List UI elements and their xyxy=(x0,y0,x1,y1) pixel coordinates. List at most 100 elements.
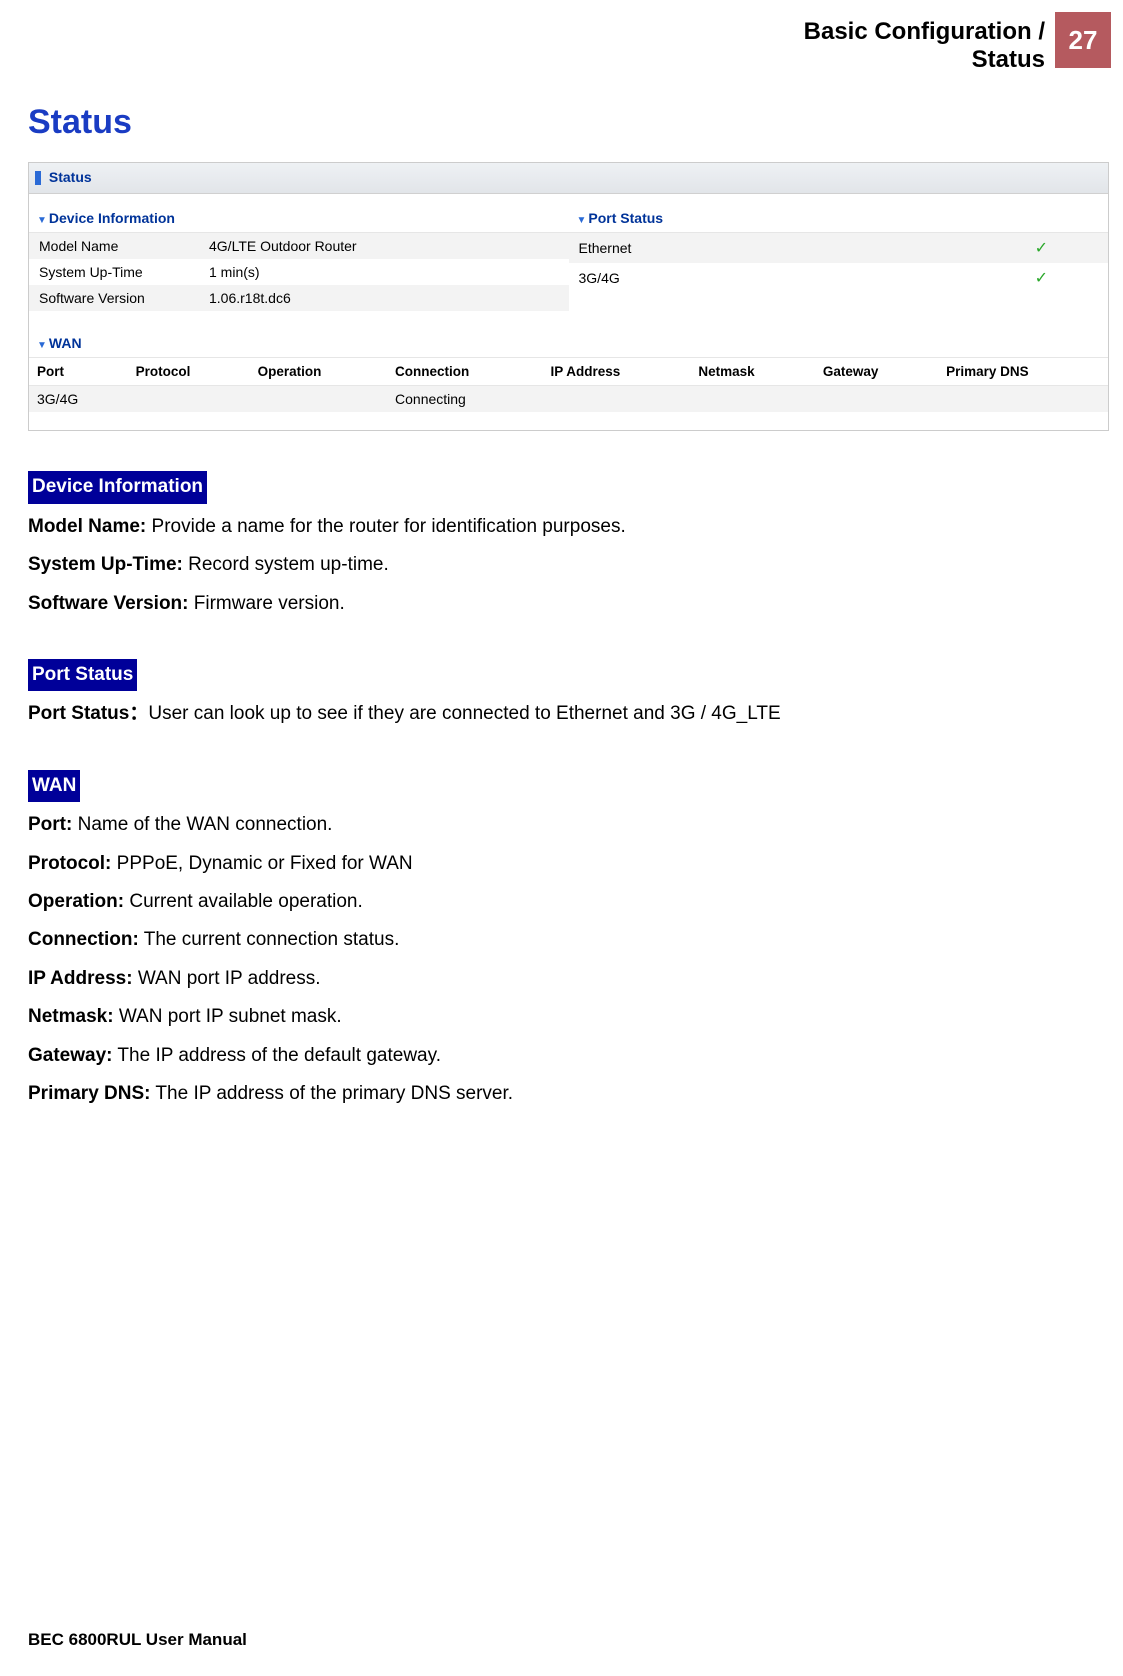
field-name: Connection: xyxy=(28,929,139,950)
field-desc: Name of the WAN connection. xyxy=(72,814,332,835)
check-icon: ✓ xyxy=(1035,240,1048,257)
field-line: IP Address: WAN port IP address. xyxy=(28,964,1091,994)
field-name: Software Version: xyxy=(28,593,189,614)
field-line: Protocol: PPPoE, Dynamic or Fixed for WA… xyxy=(28,849,1091,879)
col-gateway: Gateway xyxy=(815,358,938,386)
device-info-panel: ▼Device Information Model Name 4G/LTE Ou… xyxy=(29,204,569,311)
footer-text: BEC 6800RUL User Manual xyxy=(28,1630,247,1650)
table-row: 3G/4G ✓ xyxy=(569,263,1109,293)
kv-label: Model Name xyxy=(29,233,199,259)
col-protocol: Protocol xyxy=(128,358,250,386)
section-label-wan: WAN xyxy=(28,770,80,802)
port-label: 3G/4G xyxy=(569,263,821,293)
device-info-header[interactable]: ▼Device Information xyxy=(29,204,569,233)
field-name: Netmask: xyxy=(28,1006,114,1027)
wan-connection: Connecting xyxy=(387,386,543,413)
field-desc: Record system up-time. xyxy=(183,554,389,575)
caret-down-icon: ▼ xyxy=(37,340,47,351)
table-row: 3G/4G Connecting xyxy=(29,386,1108,413)
table-row: Ethernet ✓ xyxy=(569,233,1109,263)
port-status-panel: ▼Port Status Ethernet ✓ 3G/4G ✓ xyxy=(569,204,1109,311)
section-label-device-info: Device Information xyxy=(28,471,207,503)
field-name: IP Address: xyxy=(28,968,133,989)
field-line: Port: Name of the WAN connection. xyxy=(28,810,1091,840)
wan-title: WAN xyxy=(49,335,82,351)
table-row: System Up-Time 1 min(s) xyxy=(29,259,569,285)
field-name: Primary DNS: xyxy=(28,1083,151,1104)
wan-port: 3G/4G xyxy=(29,386,128,413)
table-row: Model Name 4G/LTE Outdoor Router xyxy=(29,233,569,259)
section-label-port-status: Port Status xyxy=(28,659,137,691)
status-panel-title: Status xyxy=(49,169,92,185)
col-operation: Operation xyxy=(250,358,387,386)
col-ip: IP Address xyxy=(543,358,691,386)
field-desc: The IP address of the default gateway. xyxy=(112,1045,441,1066)
blue-accent-bar xyxy=(35,171,41,185)
field-name: Gateway: xyxy=(28,1045,112,1066)
field-line: Primary DNS: The IP address of the prima… xyxy=(28,1079,1091,1109)
caret-down-icon: ▼ xyxy=(577,215,587,226)
caret-down-icon: ▼ xyxy=(37,215,47,226)
field-desc: PPPoE, Dynamic or Fixed for WAN xyxy=(111,853,412,874)
field-line: Operation: Current available operation. xyxy=(28,887,1091,917)
port-status-header[interactable]: ▼Port Status xyxy=(569,204,1109,233)
port-status-cell: ✓ xyxy=(820,233,1108,263)
field-name: Model Name: xyxy=(28,516,146,537)
field-desc: Provide a name for the router for identi… xyxy=(146,516,625,537)
field-name: System Up-Time: xyxy=(28,554,183,575)
field-line: Port Status：User can look up to see if t… xyxy=(28,699,1091,729)
wan-gateway xyxy=(815,386,938,413)
port-status-cell: ✓ xyxy=(820,263,1108,293)
col-port: Port xyxy=(29,358,128,386)
field-desc: WAN port IP subnet mask. xyxy=(114,1006,342,1027)
field-line: Model Name: Provide a name for the route… xyxy=(28,512,1091,542)
field-name: Port: xyxy=(28,814,72,835)
page-header: Basic Configuration / Status 27 xyxy=(0,0,1123,73)
wan-netmask xyxy=(690,386,815,413)
kv-label: System Up-Time xyxy=(29,259,199,285)
field-line: Gateway: The IP address of the default g… xyxy=(28,1041,1091,1071)
field-line: Connection: The current connection statu… xyxy=(28,925,1091,955)
content-body: Device Information Model Name: Provide a… xyxy=(0,461,1123,1109)
table-header-row: Port Protocol Operation Connection IP Ad… xyxy=(29,358,1108,386)
breadcrumb-line2: Status xyxy=(972,46,1045,73)
field-desc: Current available operation. xyxy=(124,891,363,912)
breadcrumb: Basic Configuration / Status xyxy=(804,12,1055,73)
kv-label: Software Version xyxy=(29,285,199,311)
port-status-title: Port Status xyxy=(588,210,663,226)
field-line: Netmask: WAN port IP subnet mask. xyxy=(28,1002,1091,1032)
device-info-title: Device Information xyxy=(49,210,175,226)
field-desc: WAN port IP address. xyxy=(133,968,321,989)
field-desc: The IP address of the primary DNS server… xyxy=(151,1083,514,1104)
wan-panel: ▼WAN Port Protocol Operation Connection … xyxy=(29,329,1108,430)
wan-protocol xyxy=(128,386,250,413)
field-name: Port Status： xyxy=(28,703,148,724)
wan-table: Port Protocol Operation Connection IP Ad… xyxy=(29,358,1108,412)
page-title: Status xyxy=(28,103,1123,142)
kv-value: 1 min(s) xyxy=(199,259,569,285)
table-row: Software Version 1.06.r18t.dc6 xyxy=(29,285,569,311)
col-netmask: Netmask xyxy=(690,358,815,386)
field-desc: User can look up to see if they are conn… xyxy=(148,703,780,724)
field-desc: Firmware version. xyxy=(189,593,345,614)
kv-value: 4G/LTE Outdoor Router xyxy=(199,233,569,259)
page-number: 27 xyxy=(1069,25,1098,56)
field-name: Operation: xyxy=(28,891,124,912)
breadcrumb-line1: Basic Configuration / xyxy=(804,18,1045,45)
check-icon: ✓ xyxy=(1035,270,1048,287)
wan-operation xyxy=(250,386,387,413)
page-number-box: 27 xyxy=(1055,12,1111,68)
wan-dns xyxy=(938,386,1108,413)
port-status-table: Ethernet ✓ 3G/4G ✓ xyxy=(569,233,1109,293)
field-line: Software Version: Firmware version. xyxy=(28,589,1091,619)
device-info-table: Model Name 4G/LTE Outdoor Router System … xyxy=(29,233,569,311)
wan-header[interactable]: ▼WAN xyxy=(29,329,1108,358)
kv-value: 1.06.r18t.dc6 xyxy=(199,285,569,311)
port-label: Ethernet xyxy=(569,233,821,263)
wan-ip xyxy=(543,386,691,413)
field-desc: The current connection status. xyxy=(139,929,400,950)
status-panel-header: Status xyxy=(29,163,1108,194)
status-screenshot: Status ▼Device Information Model Name 4G… xyxy=(28,162,1109,431)
field-name: Protocol: xyxy=(28,853,111,874)
field-line: System Up-Time: Record system up-time. xyxy=(28,550,1091,580)
